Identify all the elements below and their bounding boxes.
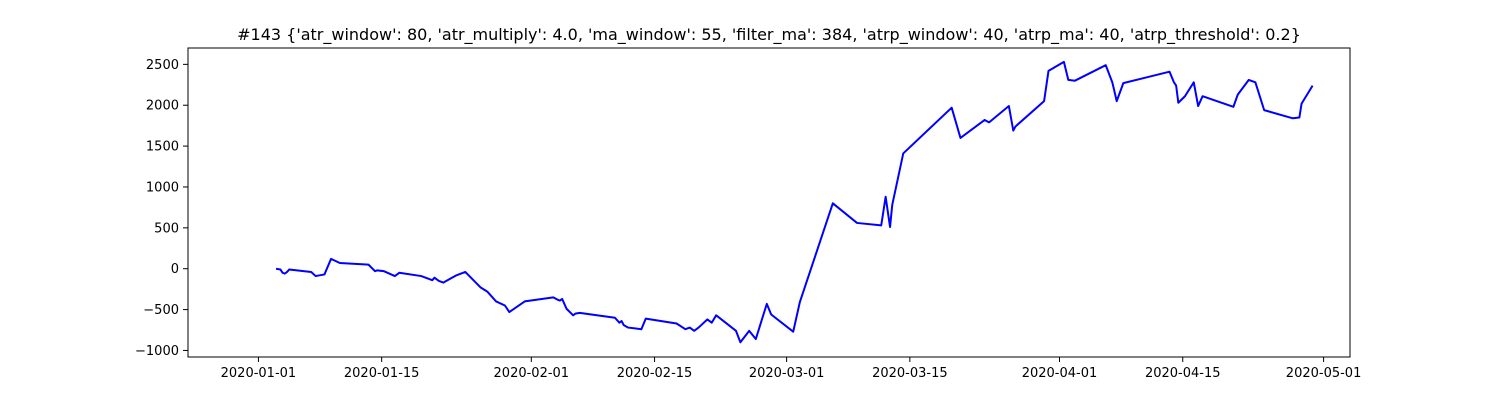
plot-area: [275, 60, 1314, 344]
x-tick-label: 2020-02-01: [494, 366, 570, 381]
y-tick-label: −500: [143, 303, 179, 318]
x-tick-label: 2020-05-01: [1286, 366, 1362, 381]
y-tick-label: 500: [154, 221, 179, 236]
y-tick-label: −1000: [135, 344, 179, 359]
x-axis: 2020-01-01 2020-01-15 2020-02-01 2020-02-15…: [221, 357, 1362, 381]
y-tick-label: 1000: [146, 180, 179, 195]
x-tick-label: 2020-01-01: [221, 366, 297, 381]
plot-frame: [187, 47, 1351, 358]
y-tick-label: 2000: [146, 99, 179, 114]
y-axis: −1000 −500 0 500 1000 1500 2000 2500: [135, 58, 188, 359]
series-line: [275, 60, 1314, 344]
chart-title: #143 {'atr_window': 80, 'atr_multiply': …: [237, 25, 1301, 45]
x-tick-label: 2020-04-01: [1022, 366, 1098, 381]
x-tick-label: 2020-01-15: [344, 366, 420, 381]
y-tick-label: 0: [171, 262, 179, 277]
x-tick-label: 2020-02-15: [617, 366, 693, 381]
y-tick-label: 2500: [146, 58, 179, 73]
x-tick-label: 2020-04-15: [1145, 366, 1221, 381]
y-tick-label: 1500: [146, 140, 179, 155]
x-tick-label: 2020-03-15: [872, 366, 948, 381]
x-tick-label: 2020-03-01: [749, 366, 825, 381]
